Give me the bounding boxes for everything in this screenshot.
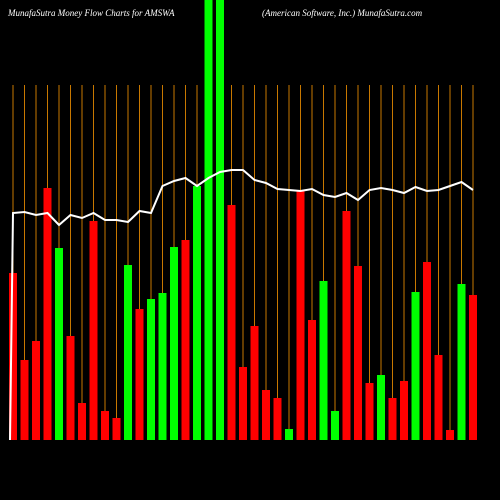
bar <box>365 383 374 440</box>
bar <box>331 411 339 440</box>
chart-title: MunafaSutra Money Flow Charts for AMSWA <box>7 8 175 18</box>
bar <box>55 248 63 440</box>
bar <box>78 403 86 440</box>
bar <box>20 360 29 440</box>
bar <box>204 0 213 440</box>
bar <box>135 309 144 440</box>
bar <box>227 205 236 440</box>
bar <box>32 341 40 440</box>
chart-subtitle: (American Software, Inc.) MunafaSutra.co… <box>262 8 423 18</box>
bar <box>388 398 397 440</box>
bar <box>9 273 17 440</box>
bar <box>273 398 282 440</box>
bar <box>423 262 431 440</box>
bar <box>216 0 224 440</box>
bar <box>158 293 167 440</box>
bar <box>193 186 201 440</box>
bar <box>377 375 385 440</box>
flow-line <box>9 169 474 441</box>
bar <box>147 299 155 440</box>
bar <box>250 326 259 440</box>
bar <box>411 292 420 440</box>
bar <box>101 411 109 440</box>
bar <box>342 211 351 440</box>
bar <box>469 295 477 440</box>
bar <box>446 430 454 440</box>
bar <box>354 266 362 440</box>
bar <box>400 381 408 440</box>
bar <box>170 247 178 440</box>
bar <box>285 429 293 440</box>
bar <box>239 367 247 440</box>
bar <box>89 221 98 440</box>
bar <box>308 320 316 440</box>
bar <box>296 190 305 440</box>
bar <box>262 390 270 440</box>
bar <box>457 284 466 440</box>
bar <box>43 188 52 440</box>
bar <box>124 265 132 440</box>
bar <box>319 281 328 440</box>
bar <box>434 355 443 440</box>
bar <box>181 240 190 440</box>
bar <box>66 336 75 440</box>
bar <box>112 418 121 440</box>
